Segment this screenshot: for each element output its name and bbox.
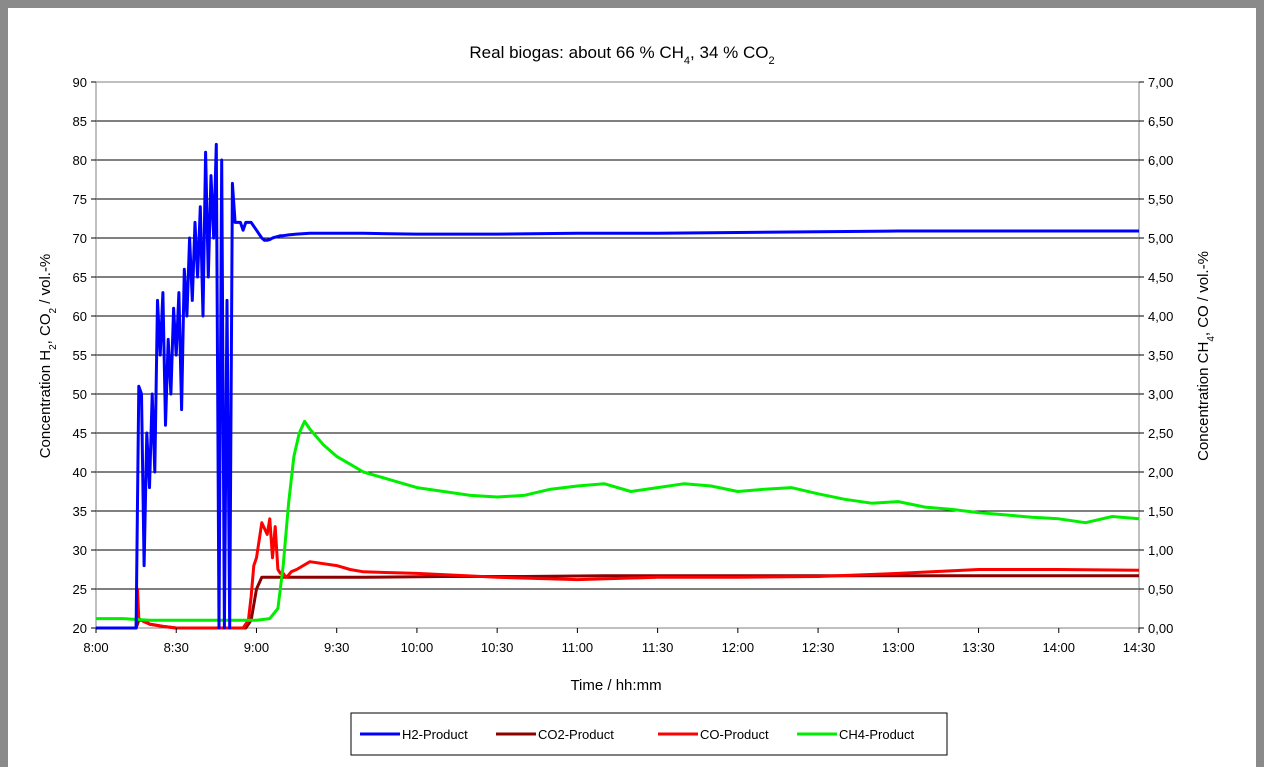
y-left-tick-label: 90 xyxy=(73,75,87,90)
x-tick-label: 9:00 xyxy=(244,640,269,655)
y-left-tick-label: 45 xyxy=(73,426,87,441)
grid-lines xyxy=(96,120,1139,590)
y-left-tick-label: 70 xyxy=(73,231,87,246)
x-tick-label: 9:30 xyxy=(324,640,349,655)
y-left-tick-label: 60 xyxy=(73,309,87,324)
series-h2-product xyxy=(96,142,1139,630)
x-tick-label: 8:30 xyxy=(164,640,189,655)
y-right-tick-label: 0,50 xyxy=(1148,582,1173,597)
y-left-tick-label: 30 xyxy=(73,543,87,558)
y-axis-left-label: Concentration H2, CO2 / vol.-% xyxy=(37,254,59,459)
legend-label: H2-Product xyxy=(402,727,468,742)
y-right-tick-label: 1,00 xyxy=(1148,543,1173,558)
y-right-tick-label: 6,00 xyxy=(1148,153,1173,168)
y-right-tick-label: 0,00 xyxy=(1148,621,1173,636)
y-left-tick-label: 50 xyxy=(73,387,87,402)
x-tick-label: 10:30 xyxy=(481,640,514,655)
legend-box xyxy=(350,712,948,756)
x-tick-label: 14:30 xyxy=(1123,640,1156,655)
y-left-tick-label: 55 xyxy=(73,348,87,363)
y-left-tick-label: 20 xyxy=(73,621,87,636)
y-left-tick-label: 80 xyxy=(73,153,87,168)
x-tick-label: 14:00 xyxy=(1042,640,1075,655)
y-left-tick-label: 25 xyxy=(73,582,87,597)
y-left-tick-label: 75 xyxy=(73,192,87,207)
y-right-tick-label: 5,50 xyxy=(1148,192,1173,207)
axes: 20 25 30 35 40 45 50 55 60 65 70 75 80 85 90 0,00 0,50 1,… xyxy=(73,75,1174,655)
y-left-tick-label: 40 xyxy=(73,465,87,480)
y-right-tick-label: 2,00 xyxy=(1148,465,1173,480)
y-right-tick-label: 4,00 xyxy=(1148,309,1173,324)
x-tick-label: 13:30 xyxy=(962,640,995,655)
series-lines xyxy=(96,142,1140,630)
x-tick-label: 12:00 xyxy=(722,640,755,655)
y-right-tick-label: 6,50 xyxy=(1148,114,1173,129)
y-right-tick-label: 4,50 xyxy=(1148,270,1173,285)
legend-label: CO2-Product xyxy=(538,727,614,742)
series-ch4-product xyxy=(96,419,1140,622)
y-left-tick-label: 85 xyxy=(73,114,87,129)
chart-title: Real biogas: about 66 % CH4, 34 % CO2 xyxy=(469,43,774,67)
y-right-tick-label: 1,50 xyxy=(1148,504,1173,519)
x-tick-label: 12:30 xyxy=(802,640,835,655)
x-tick-label: 11:00 xyxy=(562,640,594,655)
y-left-tick-label: 35 xyxy=(73,504,87,519)
y-axis-right-label: Concentration CH4, CO / vol.-% xyxy=(1195,251,1217,461)
x-tick-label: 13:00 xyxy=(882,640,915,655)
y-right-tick-label: 5,00 xyxy=(1148,231,1173,246)
x-tick-label: 8:00 xyxy=(83,640,108,655)
legend: H2-Product CO2-Product CO-Product CH4-Produ… xyxy=(350,712,948,756)
y-right-tick-label: 3,00 xyxy=(1148,387,1173,402)
x-tick-label: 10:00 xyxy=(401,640,434,655)
legend-label: CO-Product xyxy=(700,727,769,742)
y-right-tick-label: 2,50 xyxy=(1148,426,1173,441)
y-right-tick-label: 7,00 xyxy=(1148,75,1173,90)
x-axis-label: Time / hh:mm xyxy=(570,677,661,694)
y-left-tick-label: 65 xyxy=(73,270,87,285)
series-co-product xyxy=(96,517,1140,630)
y-right-tick-label: 3,50 xyxy=(1148,348,1173,363)
legend-label: CH4-Product xyxy=(839,727,915,742)
x-tick-label: 11:30 xyxy=(642,640,674,655)
